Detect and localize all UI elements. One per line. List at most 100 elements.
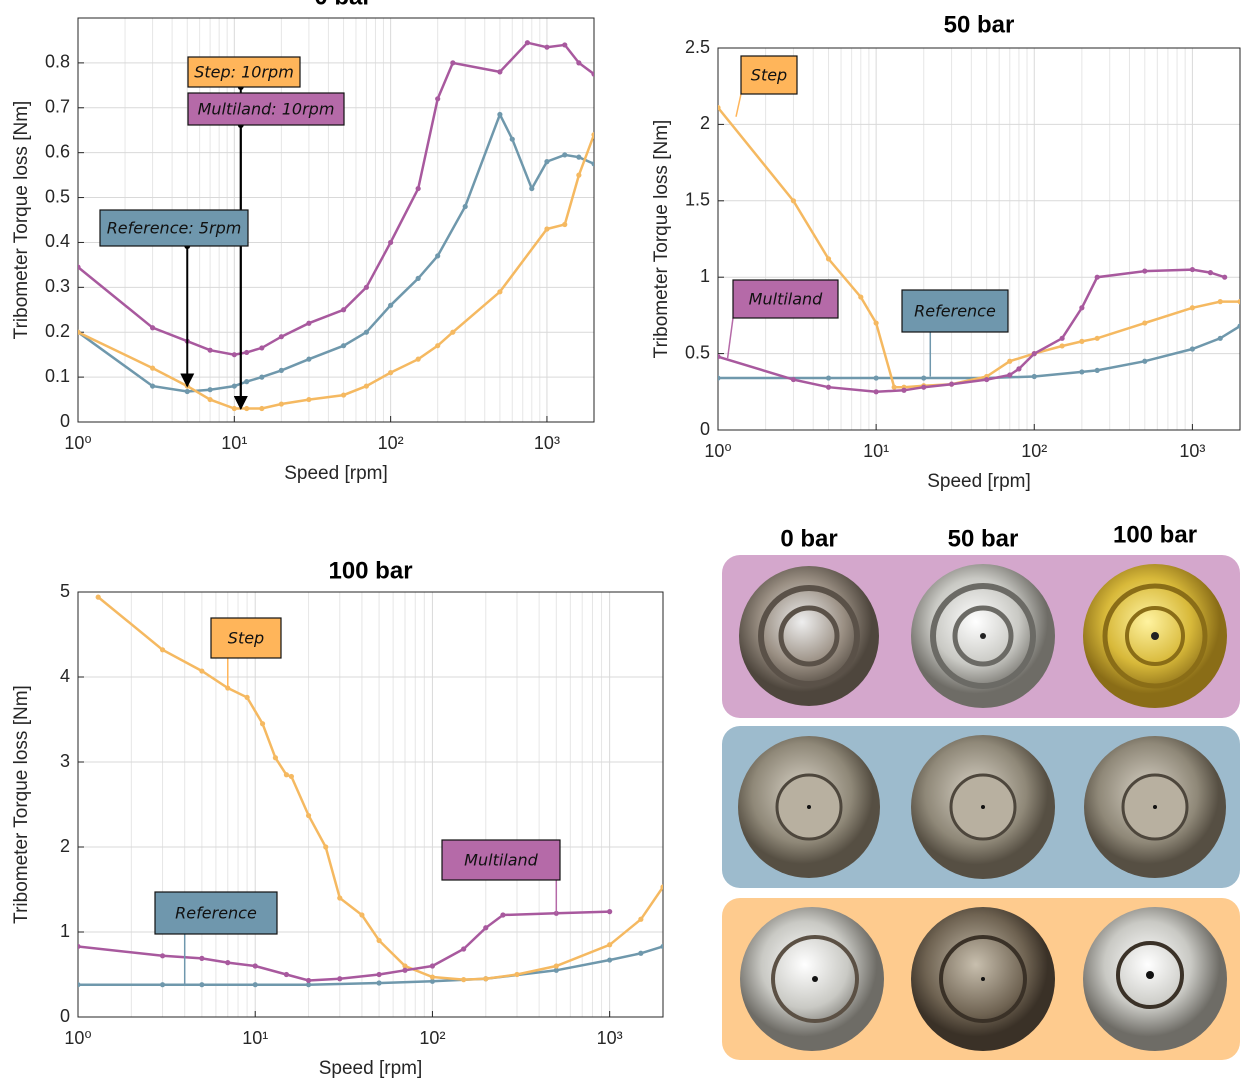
data-point xyxy=(1032,374,1037,379)
x-tick-label: 10³ xyxy=(534,433,560,453)
data-point xyxy=(638,951,643,956)
data-point xyxy=(259,375,264,380)
data-point xyxy=(591,72,596,77)
data-point xyxy=(232,406,237,411)
data-point xyxy=(497,289,502,294)
data-point xyxy=(529,186,534,191)
data-point xyxy=(388,303,393,308)
data-point xyxy=(660,944,665,949)
data-point xyxy=(715,375,720,380)
chart-title: 50 bar xyxy=(944,11,1015,38)
x-tick-label: 10³ xyxy=(597,1028,623,1048)
data-point xyxy=(364,383,369,388)
x-axis-label: Speed [rpm] xyxy=(284,463,388,484)
data-point xyxy=(1190,346,1195,351)
y-tick-label: 3 xyxy=(60,751,70,771)
data-point xyxy=(1142,359,1147,364)
data-point xyxy=(1222,275,1227,280)
chart: 10⁰10¹10²10³00.511.522.550 barSpeed [rpm… xyxy=(651,11,1241,492)
data-point xyxy=(1060,336,1065,341)
data-point xyxy=(244,379,249,384)
data-point xyxy=(232,352,237,357)
data-point xyxy=(949,382,954,387)
data-point xyxy=(607,942,612,947)
data-point xyxy=(376,972,381,977)
data-point xyxy=(435,253,440,258)
annotation-label: Multiland: 10rpm xyxy=(198,100,335,119)
data-point xyxy=(259,406,264,411)
data-point xyxy=(364,330,369,335)
data-point xyxy=(416,186,421,191)
disc-photos xyxy=(738,564,1227,1051)
data-point xyxy=(497,112,502,117)
data-point xyxy=(715,354,720,359)
data-point xyxy=(892,385,897,390)
data-point xyxy=(435,96,440,101)
figure: 0 bar 50 bar 100 bar 10⁰10¹10²10³00.10.2… xyxy=(0,0,1241,1091)
y-tick-label: 0.8 xyxy=(45,52,70,72)
data-point xyxy=(1095,275,1100,280)
x-axis-label: Speed [rpm] xyxy=(927,471,1031,492)
column-label: 50 bar xyxy=(948,525,1019,552)
data-point xyxy=(323,844,328,849)
y-tick-label: 0 xyxy=(60,411,70,431)
column-label: 0 bar xyxy=(780,525,837,552)
y-axis-label: Tribometer Torque loss [Nm] xyxy=(11,685,32,924)
data-point xyxy=(1142,268,1147,273)
data-point xyxy=(497,69,502,74)
data-point xyxy=(483,976,488,981)
data-point xyxy=(341,392,346,397)
data-point xyxy=(244,406,249,411)
data-point xyxy=(591,132,596,137)
annotation-label: Reference: 5rpm xyxy=(107,219,242,238)
data-point xyxy=(244,350,249,355)
x-tick-label: 10² xyxy=(1021,441,1047,461)
data-point xyxy=(483,925,488,930)
chart: 10⁰10¹10²10³00.10.20.30.40.50.60.70.8~0 … xyxy=(11,0,597,484)
data-point xyxy=(253,963,258,968)
data-point xyxy=(1032,351,1037,356)
data-point xyxy=(75,982,80,987)
y-tick-label: 0.3 xyxy=(45,276,70,296)
data-point xyxy=(1190,305,1195,310)
data-point xyxy=(576,60,581,65)
data-point xyxy=(208,387,213,392)
data-point xyxy=(858,294,863,299)
y-tick-label: 1.5 xyxy=(685,190,710,210)
data-point xyxy=(463,204,468,209)
data-point xyxy=(576,155,581,160)
data-point xyxy=(1016,366,1021,371)
data-point xyxy=(1095,368,1100,373)
data-point xyxy=(376,938,381,943)
column-label: 100 bar xyxy=(1113,521,1197,548)
data-point xyxy=(874,389,879,394)
x-tick-label: 10¹ xyxy=(863,441,889,461)
data-point xyxy=(984,377,989,382)
data-point xyxy=(341,343,346,348)
y-tick-label: 1 xyxy=(60,921,70,941)
data-point xyxy=(554,963,559,968)
plot-area xyxy=(718,48,1240,430)
data-point xyxy=(75,944,80,949)
data-point xyxy=(388,240,393,245)
data-point xyxy=(75,265,80,270)
y-tick-label: 0.5 xyxy=(45,186,70,206)
data-point xyxy=(259,345,264,350)
data-point xyxy=(826,375,831,380)
data-point xyxy=(715,105,720,110)
data-point xyxy=(1007,372,1012,377)
data-point xyxy=(150,366,155,371)
data-point xyxy=(160,982,165,987)
data-point xyxy=(1218,336,1223,341)
data-point xyxy=(245,695,250,700)
data-point xyxy=(576,173,581,178)
data-point xyxy=(388,370,393,375)
data-point xyxy=(562,152,567,157)
data-point xyxy=(607,909,612,914)
annotation-label: Multiland xyxy=(464,851,539,870)
data-point xyxy=(364,285,369,290)
data-point xyxy=(260,721,265,726)
data-point xyxy=(638,917,643,922)
data-point xyxy=(562,42,567,47)
data-point xyxy=(461,977,466,982)
